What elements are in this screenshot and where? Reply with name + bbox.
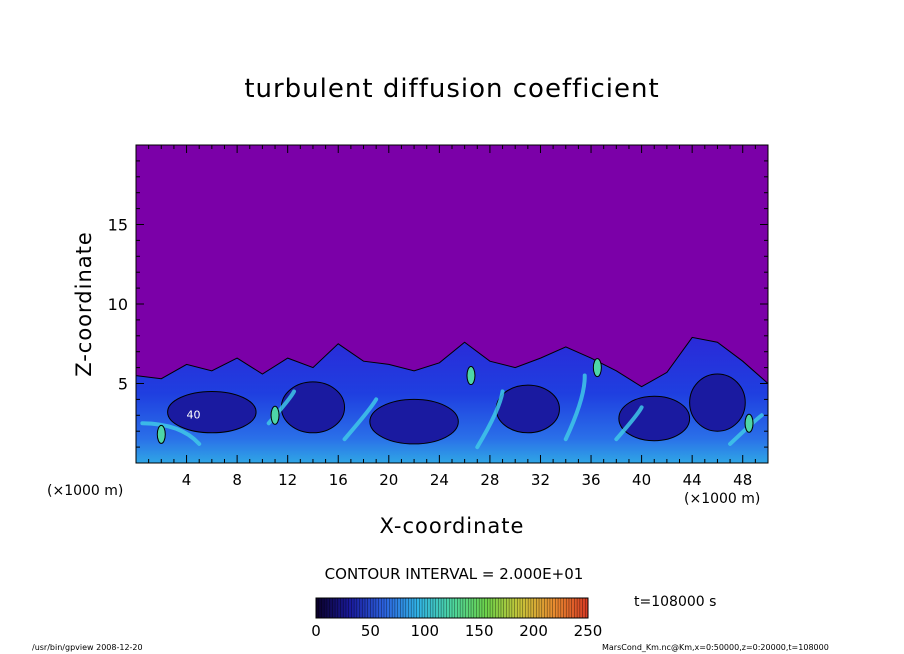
high-value-streak bbox=[614, 405, 644, 442]
colorbar-tick-label: 250 bbox=[574, 622, 603, 640]
footer-left-text: /usr/bin/gpview 2008-12-20 bbox=[32, 643, 143, 652]
y-tick-label: 5 bbox=[118, 375, 128, 394]
peak-value-spot bbox=[592, 358, 602, 378]
x-tick-label: 16 bbox=[329, 471, 348, 489]
turbulence-field: 40 bbox=[136, 336, 768, 463]
x-tick-label: 4 bbox=[182, 471, 192, 489]
low-value-pocket bbox=[689, 373, 746, 432]
high-value-streak bbox=[140, 421, 202, 446]
contour-value-label: 40 bbox=[187, 408, 201, 421]
low-value-pocket bbox=[280, 381, 346, 434]
footer-right-text: MarsCond_Km.nc@Km,x=0:50000,z=0:20000,t=… bbox=[602, 643, 829, 652]
peak-value-spot bbox=[466, 366, 476, 386]
contour-interval-label: CONTOUR INTERVAL = 2.000E+01 bbox=[324, 565, 584, 583]
colorbar-tick-label: 0 bbox=[311, 622, 321, 640]
low-value-pocket bbox=[167, 390, 257, 434]
x-tick-label: 48 bbox=[733, 471, 752, 489]
x-tick-label: 32 bbox=[531, 471, 550, 489]
x-tick-label: 12 bbox=[278, 471, 297, 489]
x-tick-label: 8 bbox=[232, 471, 242, 489]
low-value-pocket bbox=[369, 398, 459, 445]
high-value-streak bbox=[563, 373, 587, 442]
peak-value-spot bbox=[270, 405, 280, 425]
colorbar-tick-label: 200 bbox=[519, 622, 548, 640]
low-value-pocket bbox=[495, 384, 560, 434]
x-tick-label: 28 bbox=[480, 471, 499, 489]
high-value-streak bbox=[475, 389, 505, 450]
x-tick-label: 40 bbox=[632, 471, 651, 489]
chart-title: turbulent diffusion coefficient bbox=[244, 74, 660, 104]
colorbar-tick-label: 150 bbox=[465, 622, 494, 640]
time-label: t=108000 s bbox=[634, 594, 717, 610]
x-axis-unit-right: (×1000 m) bbox=[684, 491, 761, 507]
turbulent-layer bbox=[136, 336, 768, 463]
y-axis-label: Z-coordinate bbox=[72, 231, 96, 377]
low-value-pocket bbox=[618, 395, 691, 442]
x-axis-unit-left: (×1000 m) bbox=[47, 483, 124, 499]
x-tick-label: 20 bbox=[379, 471, 398, 489]
colorbar-frame bbox=[315, 597, 589, 619]
x-tick-label: 36 bbox=[581, 471, 600, 489]
y-tick-label: 10 bbox=[108, 295, 128, 314]
colorbar-tick-label: 100 bbox=[410, 622, 439, 640]
x-axis-label: X-coordinate bbox=[379, 514, 525, 538]
x-tick-label: 24 bbox=[430, 471, 449, 489]
peak-value-spot bbox=[156, 424, 166, 444]
x-tick-label: 44 bbox=[683, 471, 702, 489]
y-tick-label: 15 bbox=[108, 216, 128, 235]
colorbar-tick-label: 50 bbox=[361, 622, 380, 640]
peak-value-spot bbox=[744, 413, 754, 433]
high-value-streak bbox=[342, 397, 379, 442]
